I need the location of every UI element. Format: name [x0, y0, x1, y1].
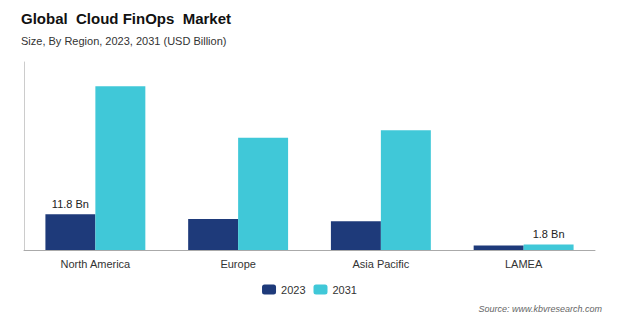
- svg-text:Source: www.kbvresearch.com: Source: www.kbvresearch.com: [478, 304, 602, 314]
- svg-text:11.8 Bn: 11.8 Bn: [52, 198, 89, 210]
- svg-text:Asia Pacific: Asia Pacific: [352, 258, 409, 270]
- svg-text:North America: North America: [61, 258, 132, 270]
- svg-text:1.8 Bn: 1.8 Bn: [533, 228, 565, 240]
- svg-text:2023: 2023: [281, 284, 305, 296]
- svg-text:Europe: Europe: [220, 258, 255, 270]
- svg-text:LAMEA: LAMEA: [505, 258, 543, 270]
- svg-text:Size, By Region, 2023, 2031 (U: Size, By Region, 2023, 2031 (USD Billion…: [21, 35, 226, 47]
- svg-text:Global Cloud FinOps Market: Global Cloud FinOps Market: [21, 10, 231, 27]
- svg-text:2031: 2031: [333, 284, 357, 296]
